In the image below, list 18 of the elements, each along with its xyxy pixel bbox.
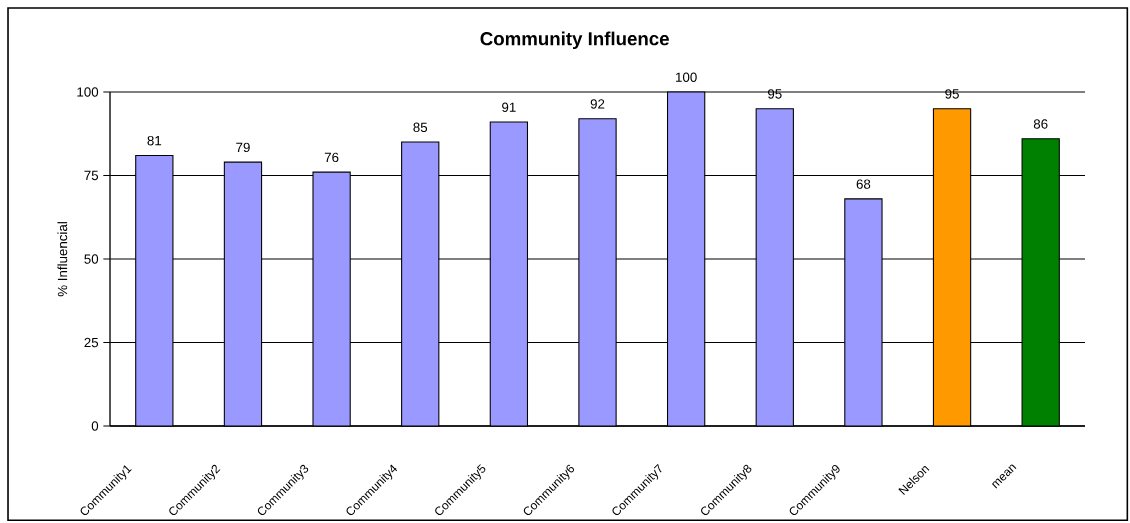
data-label: 68 bbox=[856, 179, 871, 189]
data-label: 95 bbox=[945, 89, 959, 99]
y-tick-label: 25 bbox=[84, 337, 99, 348]
data-label: 79 bbox=[236, 142, 250, 153]
data-label: 92 bbox=[590, 99, 605, 109]
data-label: 86 bbox=[1033, 119, 1048, 129]
data-label: 81 bbox=[147, 135, 162, 146]
data-label: 91 bbox=[502, 102, 516, 112]
data-label: 95 bbox=[767, 89, 782, 99]
data-label: 100 bbox=[676, 72, 697, 82]
y-tick-label: 0 bbox=[91, 421, 99, 431]
y-tick-label: 100 bbox=[77, 87, 99, 97]
y-tick-label: 50 bbox=[84, 254, 99, 264]
data-label: 85 bbox=[413, 122, 428, 133]
y-tick-label: 75 bbox=[84, 170, 99, 181]
y-axis-title: % Influencial bbox=[57, 222, 68, 297]
chart-title: Community Influence bbox=[480, 31, 669, 50]
data-label: 76 bbox=[324, 152, 339, 163]
